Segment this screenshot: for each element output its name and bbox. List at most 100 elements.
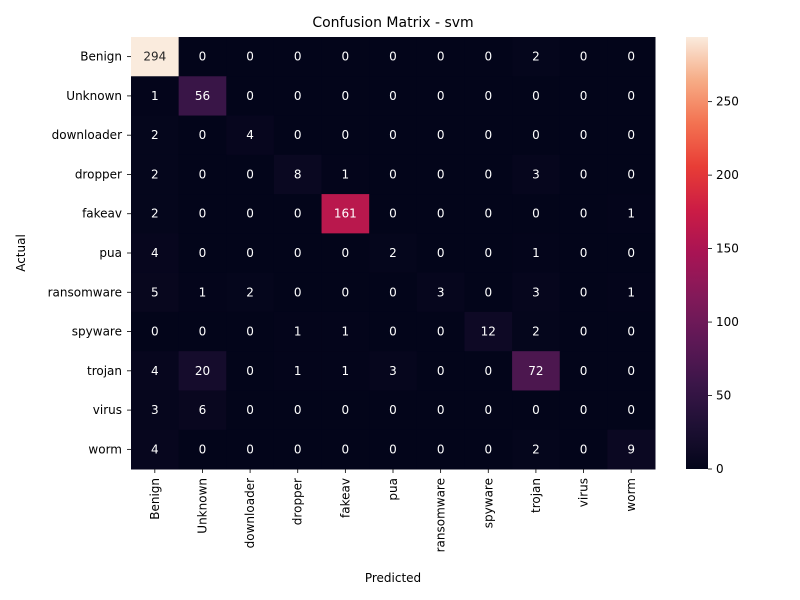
heatmap-cell xyxy=(559,233,608,274)
cell-value-label: 0 xyxy=(389,128,397,142)
cell-value-label: 0 xyxy=(389,403,397,417)
cell-value-label: 0 xyxy=(246,325,254,339)
heatmap-cell xyxy=(512,351,561,391)
heatmap-cell xyxy=(226,154,275,195)
chart-title: Confusion Matrix - svm xyxy=(312,15,473,31)
heatmap-cell xyxy=(273,115,323,156)
cell-value-label: 0 xyxy=(580,50,588,64)
cell-value-label: 1 xyxy=(532,246,540,260)
cell-value-label: 0 xyxy=(580,285,588,299)
heatmap-cell xyxy=(369,390,418,431)
heatmap-cell xyxy=(416,115,465,156)
heatmap-cell xyxy=(559,429,608,470)
cell-value-label: 0 xyxy=(246,442,254,456)
cell-value-label: 0 xyxy=(484,285,492,299)
cell-value-label: 5 xyxy=(151,285,159,299)
heatmap-cell xyxy=(321,194,370,234)
heatmap-cell xyxy=(273,272,323,313)
cell-value-label: 0 xyxy=(199,246,207,260)
cell-value-label: 3 xyxy=(437,285,445,299)
cell-value-label: 1 xyxy=(199,285,207,299)
cell-value-label: 0 xyxy=(294,128,302,142)
heatmap-cell xyxy=(559,76,608,117)
heatmap-cell xyxy=(321,390,370,431)
heatmap-cell xyxy=(416,390,465,431)
cell-value-label: 0 xyxy=(627,128,635,142)
heatmap-cell xyxy=(178,37,227,77)
cell-value-label: 2 xyxy=(532,50,540,64)
heatmap-cell xyxy=(512,390,561,431)
colorbar-gradient xyxy=(686,37,708,469)
cell-value-label: 0 xyxy=(484,246,492,260)
heatmap-cell xyxy=(178,429,227,470)
heatmap-cell xyxy=(464,233,513,274)
cell-value-label: 1 xyxy=(627,207,635,221)
cell-value-label: 0 xyxy=(484,442,492,456)
cell-value-label: 8 xyxy=(294,167,302,181)
cell-value-label: 1 xyxy=(294,325,302,339)
cell-value-label: 1 xyxy=(294,364,302,378)
cell-value-label: 0 xyxy=(580,167,588,181)
cell-value-label: 0 xyxy=(246,50,254,64)
cell-value-label: 0 xyxy=(199,50,207,64)
cell-value-label: 56 xyxy=(195,89,210,103)
heatmap-cell xyxy=(321,429,370,470)
x-tick-label: ransomware xyxy=(434,478,448,552)
cell-value-label: 3 xyxy=(151,403,159,417)
cell-value-label: 0 xyxy=(389,50,397,64)
cell-value-label: 3 xyxy=(532,167,540,181)
cell-value-label: 0 xyxy=(437,442,445,456)
heatmap-cell xyxy=(131,311,180,352)
cell-value-label: 2 xyxy=(151,128,159,142)
y-tick-label: dropper xyxy=(75,167,122,181)
y-tick-label: worm xyxy=(88,442,122,456)
cell-value-label: 0 xyxy=(389,442,397,456)
cell-value-label: 0 xyxy=(437,128,445,142)
y-tick-label: Unknown xyxy=(66,89,122,103)
y-tick-label: spyware xyxy=(72,325,122,339)
heatmap-cell xyxy=(273,429,323,470)
heatmap-cell xyxy=(512,194,561,234)
cell-value-label: 0 xyxy=(199,442,207,456)
cell-value-label: 72 xyxy=(528,364,543,378)
heatmap-cell xyxy=(131,37,180,77)
cell-value-label: 1 xyxy=(342,167,350,181)
heatmap-cell xyxy=(321,76,370,117)
heatmap-cell xyxy=(607,429,656,470)
heatmap-cell xyxy=(607,311,656,352)
cell-value-label: 0 xyxy=(246,207,254,221)
cell-value-label: 0 xyxy=(627,89,635,103)
cell-value-label: 161 xyxy=(334,207,357,221)
cell-value-label: 0 xyxy=(532,128,540,142)
cell-value-label: 1 xyxy=(342,325,350,339)
y-tick-label: trojan xyxy=(87,364,122,378)
heatmap-cell xyxy=(416,76,465,117)
heatmap-cell xyxy=(226,37,275,77)
heatmap-cell xyxy=(464,390,513,431)
heatmap-cell xyxy=(416,233,465,274)
colorbar-tick-label: 250 xyxy=(716,95,739,109)
heatmap-cell xyxy=(512,115,561,156)
cell-value-label: 2 xyxy=(151,207,159,221)
x-tick-label: Unknown xyxy=(195,478,209,534)
heatmap-cell xyxy=(607,115,656,156)
cell-value-label: 4 xyxy=(246,128,254,142)
cell-value-label: 0 xyxy=(484,364,492,378)
cell-value-label: 12 xyxy=(481,325,496,339)
x-tick-label: trojan xyxy=(529,478,543,513)
cell-value-label: 0 xyxy=(342,246,350,260)
heatmap-cell xyxy=(273,76,323,117)
x-tick-label: Benign xyxy=(148,478,162,520)
heatmap-cell xyxy=(607,194,656,234)
heatmap-cell xyxy=(131,194,180,234)
heatmap-cell xyxy=(464,351,513,391)
cell-value-label: 294 xyxy=(143,50,166,64)
cell-value-label: 0 xyxy=(246,167,254,181)
cell-value-label: 0 xyxy=(484,89,492,103)
heatmap-cell xyxy=(416,272,465,313)
heatmap-cell xyxy=(607,351,656,391)
cell-value-label: 4 xyxy=(151,364,159,378)
heatmap-cell xyxy=(512,37,561,77)
cell-value-label: 0 xyxy=(342,285,350,299)
heatmap-cell xyxy=(273,390,323,431)
